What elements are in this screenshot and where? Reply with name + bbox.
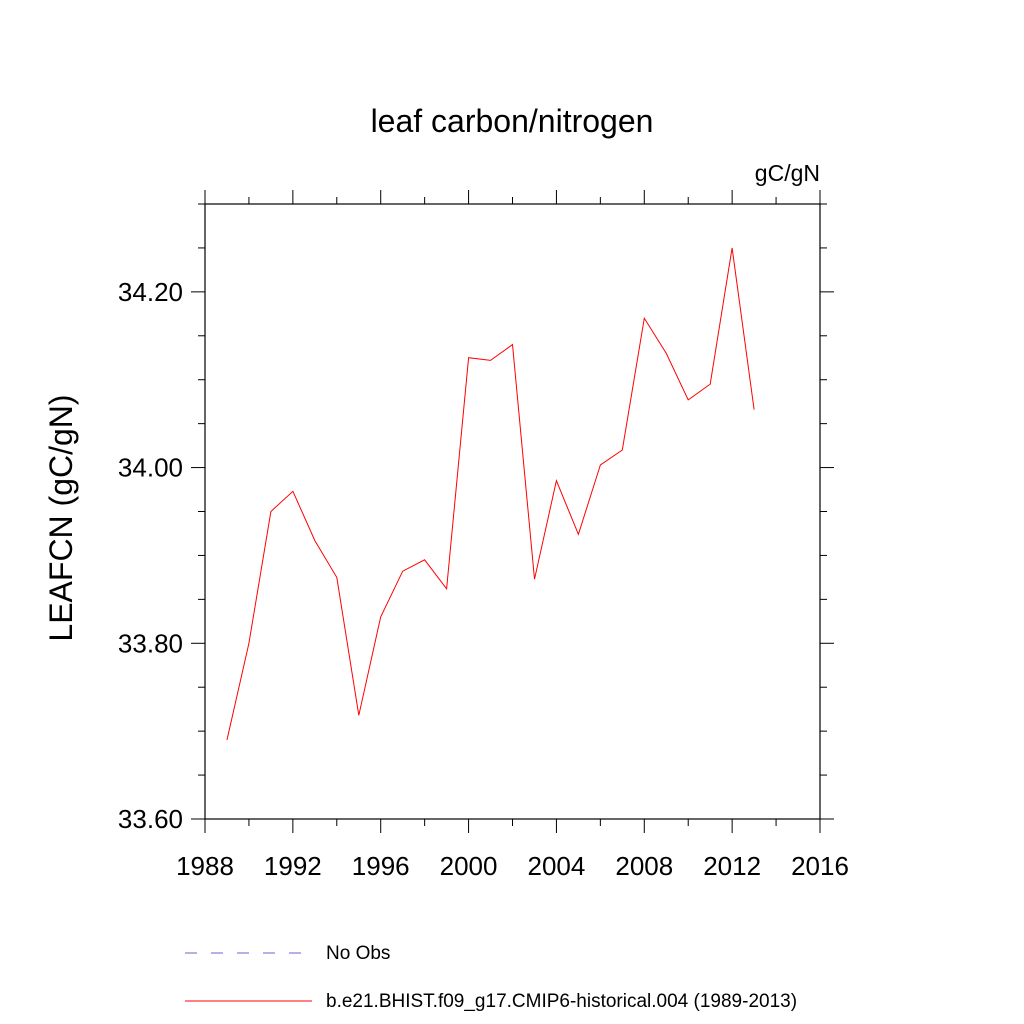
legend-label-model-run: b.e21.BHIST.f09_g17.CMIP6-historical.004… — [326, 991, 797, 1012]
series-layer — [226, 247, 755, 741]
y-tick-labels: 33.60 33.80 34.00 34.20 — [118, 277, 183, 834]
x-tick-labels: 1988 1992 1996 2000 2004 2008 2012 2016 — [176, 851, 849, 881]
y-tick-label: 34.20 — [118, 277, 183, 307]
legend: No Obs b.e21.BHIST.f09_g17.CMIP6-histori… — [185, 943, 797, 1012]
chart-title: leaf carbon/nitrogen — [371, 103, 654, 139]
x-tick-label: 1992 — [264, 851, 322, 881]
series-line-0 — [226, 247, 755, 741]
x-tick-label: 2016 — [791, 851, 849, 881]
x-tick-label: 2004 — [528, 851, 586, 881]
x-tick-label: 2008 — [615, 851, 673, 881]
x-tick-label: 1988 — [176, 851, 234, 881]
legend-label-no-obs: No Obs — [326, 943, 390, 964]
x-tick-label: 2000 — [440, 851, 498, 881]
units-label: gC/gN — [755, 160, 820, 186]
y-tick-label: 33.60 — [118, 804, 183, 834]
y-axis-label: LEAFCN (gC/gN) — [43, 394, 79, 641]
plot-frame — [204, 203, 821, 820]
x-tick-label: 1996 — [352, 851, 410, 881]
x-tick-label: 2012 — [703, 851, 761, 881]
axis-ticks — [191, 190, 834, 833]
y-tick-label: 34.00 — [118, 453, 183, 483]
y-tick-label: 33.80 — [118, 628, 183, 658]
